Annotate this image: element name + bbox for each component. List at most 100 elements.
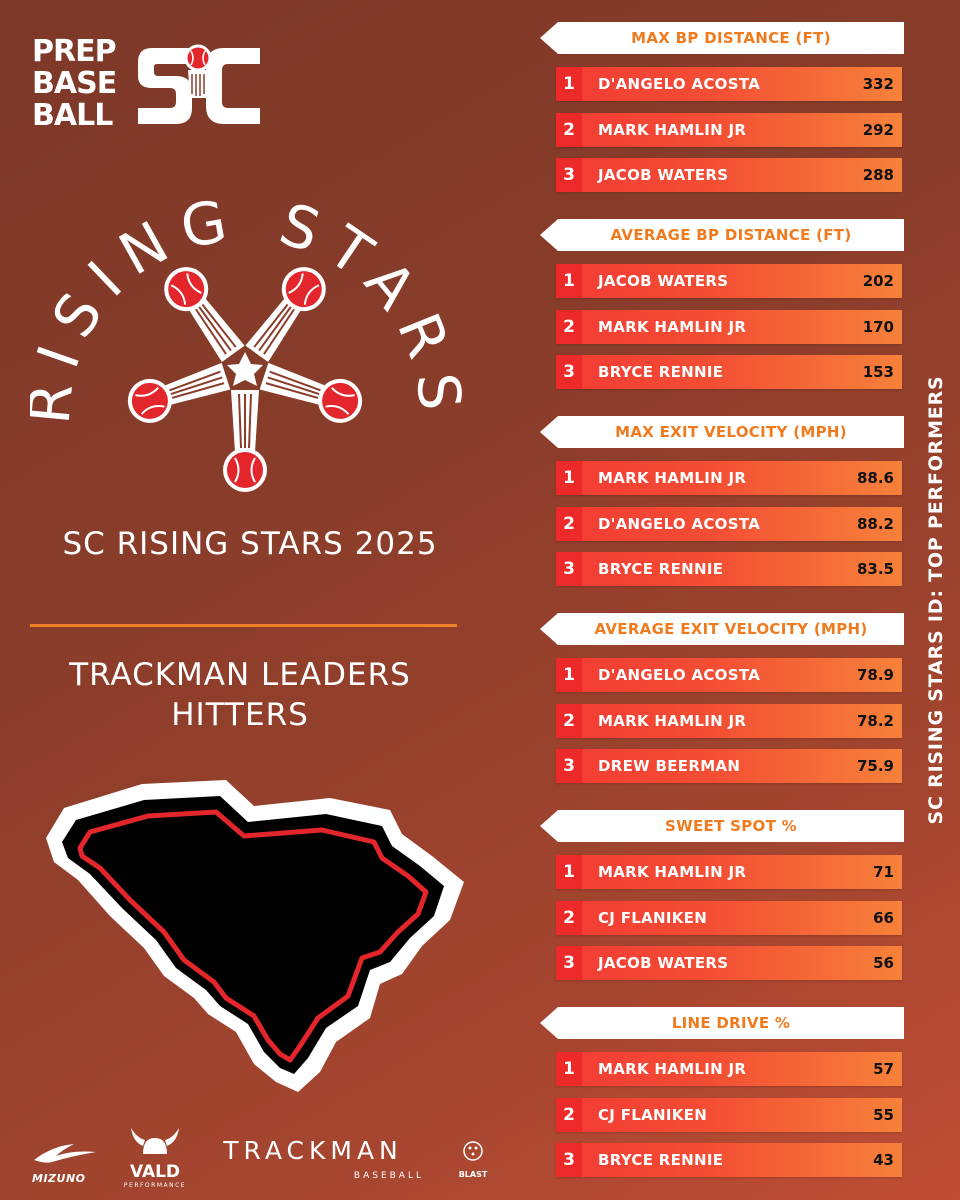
rank-number: 2	[556, 703, 582, 738]
stat-value: 332	[862, 75, 894, 93]
leaderboard-row: 3 BRYCE RENNIE 43	[556, 1143, 902, 1177]
stat-value: 66	[873, 908, 894, 927]
player-name: D'ANGELO ACOSTA	[598, 514, 761, 533]
leaderboard-row: 2 MARK HAMLIN JR 292	[556, 112, 902, 147]
player-name: CJ FLANIKEN	[598, 908, 708, 927]
leaderboard-row: 3 BRYCE RENNIE 83.5	[556, 552, 902, 586]
leaderboard-row: 2 D'ANGELO ACOSTA 88.2	[556, 506, 902, 541]
player-name: BRYCE RENNIE	[598, 560, 724, 578]
leaderboard-block: MAX EXIT VELOCITY (MPH) 1 MARK HAMLIN JR 88…	[540, 416, 904, 598]
player-name: JACOB WATERS	[598, 166, 729, 184]
logo-line-base: BASE	[32, 66, 117, 101]
sponsor-strip: MIZUNO VALD PERFORMANCE TRACKMAN BASEBAL…	[28, 1120, 508, 1200]
rank-number: 1	[556, 67, 582, 101]
player-name: JACOB WATERS	[598, 272, 729, 290]
logo-line-prep: PREP	[32, 34, 117, 69]
stat-value: 83.5	[856, 560, 894, 578]
stat-value: 292	[862, 120, 894, 139]
rising-stars-emblem: RISING STARS	[30, 200, 461, 492]
player-name: MARK HAMLIN JR	[598, 863, 747, 881]
baseball-star-icon	[127, 267, 363, 492]
rank-number: 1	[556, 264, 582, 298]
player-name: JACOB WATERS	[598, 954, 729, 972]
player-name: BRYCE RENNIE	[598, 363, 724, 381]
blast-logo: BLAST	[453, 1140, 493, 1179]
player-name: D'ANGELO ACOSTA	[598, 75, 761, 93]
rank-number: 3	[556, 158, 582, 192]
mizuno-logo: MIZUNO	[32, 1142, 104, 1185]
rank-number: 3	[556, 552, 582, 586]
leaderboard-row: 3 JACOB WATERS 56	[556, 946, 902, 980]
south-carolina-map-icon	[46, 780, 464, 1092]
sc-monogram-icon	[138, 44, 260, 124]
category-header: MAX EXIT VELOCITY (MPH)	[540, 416, 904, 448]
vald-logo: VALD PERFORMANCE	[120, 1126, 190, 1189]
viking-helmet-icon	[131, 1128, 179, 1154]
section-title: TRACKMAN LEADERS HITTERS	[0, 655, 480, 735]
player-name: MARK HAMLIN JR	[598, 317, 747, 336]
section-title-line-1: TRACKMAN LEADERS	[69, 657, 411, 693]
stat-value: 75.9	[856, 757, 894, 775]
leaderboard-block: LINE DRIVE % 1 MARK HAMLIN JR 57 2 CJ FLANIKE…	[540, 1007, 904, 1189]
stat-value: 88.6	[856, 469, 894, 487]
leaderboard-row: 2 MARK HAMLIN JR 170	[556, 309, 902, 344]
stat-value: 78.2	[856, 711, 894, 730]
event-title: SC RISING STARS 2025	[62, 526, 438, 562]
leaderboard-row: 2 CJ FLANIKEN 55	[556, 1097, 902, 1132]
leaderboard-row: 1 D'ANGELO ACOSTA 332	[556, 67, 902, 101]
rank-number: 3	[556, 355, 582, 389]
rank-number: 1	[556, 461, 582, 495]
rank-number: 2	[556, 1097, 582, 1132]
player-name: D'ANGELO ACOSTA	[598, 666, 761, 684]
category-header: SWEET SPOT %	[540, 810, 904, 842]
stat-value: 43	[873, 1151, 894, 1169]
leaderboard-block: AVERAGE BP DISTANCE (FT) 1 JACOB WATERS 202…	[540, 219, 904, 401]
section-title-line-2: HITTERS	[171, 697, 309, 733]
leaderboard-row: 1 MARK HAMLIN JR 71	[556, 855, 902, 889]
leaderboard-row: 1 MARK HAMLIN JR 88.6	[556, 461, 902, 495]
logo-wordmark: PREP BASE BALL	[32, 36, 132, 132]
leaderboard-block: MAX BP DISTANCE (FT) 1 D'ANGELO ACOSTA 332 2…	[540, 22, 904, 204]
rank-number: 2	[556, 309, 582, 344]
category-header: LINE DRIVE %	[540, 1007, 904, 1039]
stat-value: 71	[873, 863, 894, 881]
stat-value: 288	[862, 166, 894, 184]
player-name: MARK HAMLIN JR	[598, 120, 747, 139]
leaderboard-row: 2 MARK HAMLIN JR 78.2	[556, 703, 902, 738]
trackman-logo: TRACKMAN BASEBALL	[223, 1136, 424, 1181]
player-name: BRYCE RENNIE	[598, 1151, 724, 1169]
logo-line-ball: BALL	[32, 98, 113, 133]
orange-divider	[30, 624, 457, 627]
mizuno-runbird-icon	[34, 1144, 96, 1163]
player-name: MARK HAMLIN JR	[598, 469, 747, 487]
leaderboard-row: 3 JACOB WATERS 288	[556, 158, 902, 192]
rank-number: 1	[556, 658, 582, 692]
stat-value: 153	[862, 363, 894, 381]
stat-value: 202	[862, 272, 894, 290]
rank-number: 2	[556, 112, 582, 147]
category-header: MAX BP DISTANCE (FT)	[540, 22, 904, 54]
rank-number: 2	[556, 506, 582, 541]
player-name: DREW BEERMAN	[598, 757, 741, 775]
stat-value: 88.2	[856, 514, 894, 533]
rank-number: 3	[556, 946, 582, 980]
stat-value: 170	[862, 317, 894, 336]
player-name: CJ FLANIKEN	[598, 1105, 708, 1124]
prep-baseball-logo: PREP BASE BALL	[32, 36, 272, 146]
rank-number: 3	[556, 749, 582, 783]
leaderboard-row: 1 JACOB WATERS 202	[556, 264, 902, 298]
stat-value: 56	[873, 954, 894, 972]
vertical-title: SC RISING STARS ID: TOP PERFORMERS	[925, 375, 947, 825]
leaderboard-row: 3 BRYCE RENNIE 153	[556, 355, 902, 389]
leaderboard-block: SWEET SPOT % 1 MARK HAMLIN JR 71 2 CJ FLANIKE…	[540, 810, 904, 992]
leaderboard-row: 1 MARK HAMLIN JR 57	[556, 1052, 902, 1086]
leaderboard-block: AVERAGE EXIT VELOCITY (MPH) 1 D'ANGELO ACO…	[540, 613, 904, 795]
player-name: MARK HAMLIN JR	[598, 711, 747, 730]
leaderboard-row: 3 DREW BEERMAN 75.9	[556, 749, 902, 783]
rank-number: 2	[556, 900, 582, 935]
category-header: AVERAGE EXIT VELOCITY (MPH)	[540, 613, 904, 645]
leaderboard-row: 1 D'ANGELO ACOSTA 78.9	[556, 658, 902, 692]
stat-value: 78.9	[856, 666, 894, 684]
blast-icon	[463, 1141, 483, 1161]
stat-value: 55	[873, 1105, 894, 1124]
